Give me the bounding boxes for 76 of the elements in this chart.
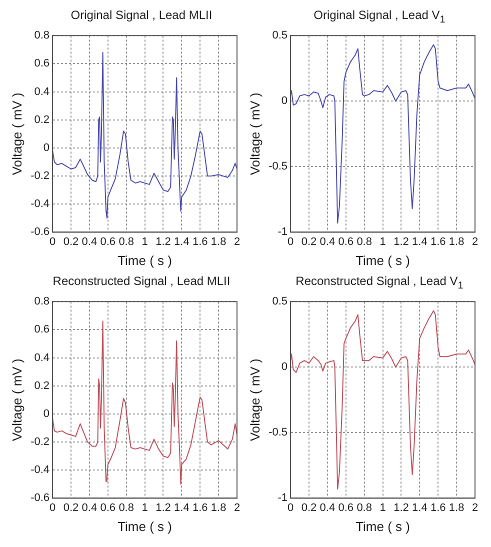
y-tick-label: -1 bbox=[278, 226, 288, 238]
x-tick-label: 0.8 bbox=[118, 502, 134, 514]
y-axis-title: Voltage ( mV ) bbox=[9, 358, 24, 442]
x-tick-label: 1.4 bbox=[174, 236, 190, 248]
y-axis-title: Voltage ( mV ) bbox=[9, 92, 24, 176]
x-tick-label: 1.8 bbox=[448, 236, 464, 248]
y-tick-label: 0.8 bbox=[34, 296, 50, 308]
y-tick-label: -0.5 bbox=[268, 160, 288, 173]
y-tick-label: 0.2 bbox=[34, 114, 50, 126]
chart-title: Reconstructed Signal , Lead MLII bbox=[52, 274, 232, 290]
x-axis-title: Time ( s ) bbox=[356, 518, 410, 534]
chart-title: Reconstructed Signal , Lead V$_{1}$ bbox=[294, 274, 464, 292]
chart-title: Original Signal , Lead V$_{1}$ bbox=[312, 8, 446, 26]
x-tick-label: 2 bbox=[234, 236, 240, 248]
y-tick-label: 0.8 bbox=[34, 30, 50, 42]
x-tick-label: 1.4 bbox=[412, 236, 428, 248]
y-tick-label: 0 bbox=[43, 408, 50, 420]
y-tick-label: -0.4 bbox=[30, 464, 50, 476]
chart-title: Original Signal , Lead MLII bbox=[70, 8, 214, 24]
y-tick-label: 0 bbox=[281, 95, 288, 108]
y-tick-label: -1 bbox=[278, 492, 288, 504]
y-tick-label: -0.2 bbox=[30, 170, 50, 182]
y-tick-label: -0.5 bbox=[268, 426, 288, 439]
y-tick-label: -0.6 bbox=[30, 492, 50, 504]
y-tick-label: 0.6 bbox=[34, 324, 50, 336]
y-tick-label: 0.5 bbox=[272, 296, 288, 308]
x-tick-label: 0.6 bbox=[338, 502, 354, 514]
x-tick-label: 1.2 bbox=[156, 236, 171, 248]
x-axis-title: Time ( s ) bbox=[118, 252, 172, 268]
y-tick-label: 0.2 bbox=[34, 380, 50, 392]
x-tick-label: 0.6 bbox=[100, 236, 116, 248]
x-tick-label: 1 bbox=[142, 502, 148, 514]
y-tick-label: 0.4 bbox=[34, 352, 50, 364]
x-axis-title: Time ( s ) bbox=[118, 518, 172, 534]
y-tick-label: 0 bbox=[281, 361, 288, 374]
y-tick-label: -0.4 bbox=[30, 198, 50, 210]
y-axis-title: Voltage ( mV ) bbox=[247, 92, 262, 176]
x-tick-label: 0.8 bbox=[356, 236, 372, 248]
x-tick-label: 0.4 bbox=[82, 502, 98, 514]
x-tick-label: 0.2 bbox=[63, 236, 79, 248]
x-tick-label: 0.8 bbox=[118, 236, 134, 248]
x-tick-label: 1.2 bbox=[156, 502, 171, 514]
y-tick-label: -0.6 bbox=[30, 226, 50, 238]
y-tick-label: 0.4 bbox=[34, 86, 50, 98]
x-tick-label: 1.6 bbox=[430, 502, 446, 514]
x-tick-label: 1.2 bbox=[394, 236, 409, 248]
x-tick-label: 1 bbox=[380, 236, 386, 248]
x-tick-label: 1.4 bbox=[174, 502, 190, 514]
y-tick-label: 0.6 bbox=[34, 58, 50, 70]
x-tick-label: 0.2 bbox=[301, 236, 317, 248]
y-axis-title: Voltage ( mV ) bbox=[247, 358, 262, 442]
x-tick-label: 0.4 bbox=[320, 502, 336, 514]
x-tick-label: 1.2 bbox=[394, 502, 409, 514]
x-tick-label: 0.2 bbox=[301, 502, 317, 514]
y-tick-label: 0 bbox=[43, 142, 50, 154]
x-tick-label: 2 bbox=[234, 502, 240, 514]
x-tick-label: 1.6 bbox=[192, 502, 208, 514]
x-tick-label: 2 bbox=[472, 236, 478, 248]
x-tick-label: 1.8 bbox=[210, 236, 226, 248]
x-tick-label: 0.6 bbox=[338, 236, 354, 248]
x-tick-label: 0.8 bbox=[356, 502, 372, 514]
y-tick-label: -0.2 bbox=[30, 436, 50, 448]
x-tick-label: 0.4 bbox=[320, 236, 336, 248]
x-tick-label: 1 bbox=[142, 236, 148, 248]
x-tick-label: 1 bbox=[380, 502, 386, 514]
x-tick-label: 0.4 bbox=[82, 236, 98, 248]
x-tick-label: 0.6 bbox=[100, 502, 116, 514]
x-tick-label: 1.4 bbox=[412, 502, 428, 514]
x-tick-label: 1.8 bbox=[448, 502, 464, 514]
x-tick-label: 1.6 bbox=[192, 236, 208, 248]
y-tick-label: 0.5 bbox=[272, 30, 288, 42]
x-tick-label: 2 bbox=[472, 502, 478, 514]
x-tick-label: 1.8 bbox=[210, 502, 226, 514]
x-tick-label: 0.2 bbox=[63, 502, 79, 514]
x-axis-title: Time ( s ) bbox=[356, 252, 410, 268]
x-tick-label: 1.6 bbox=[430, 236, 446, 248]
